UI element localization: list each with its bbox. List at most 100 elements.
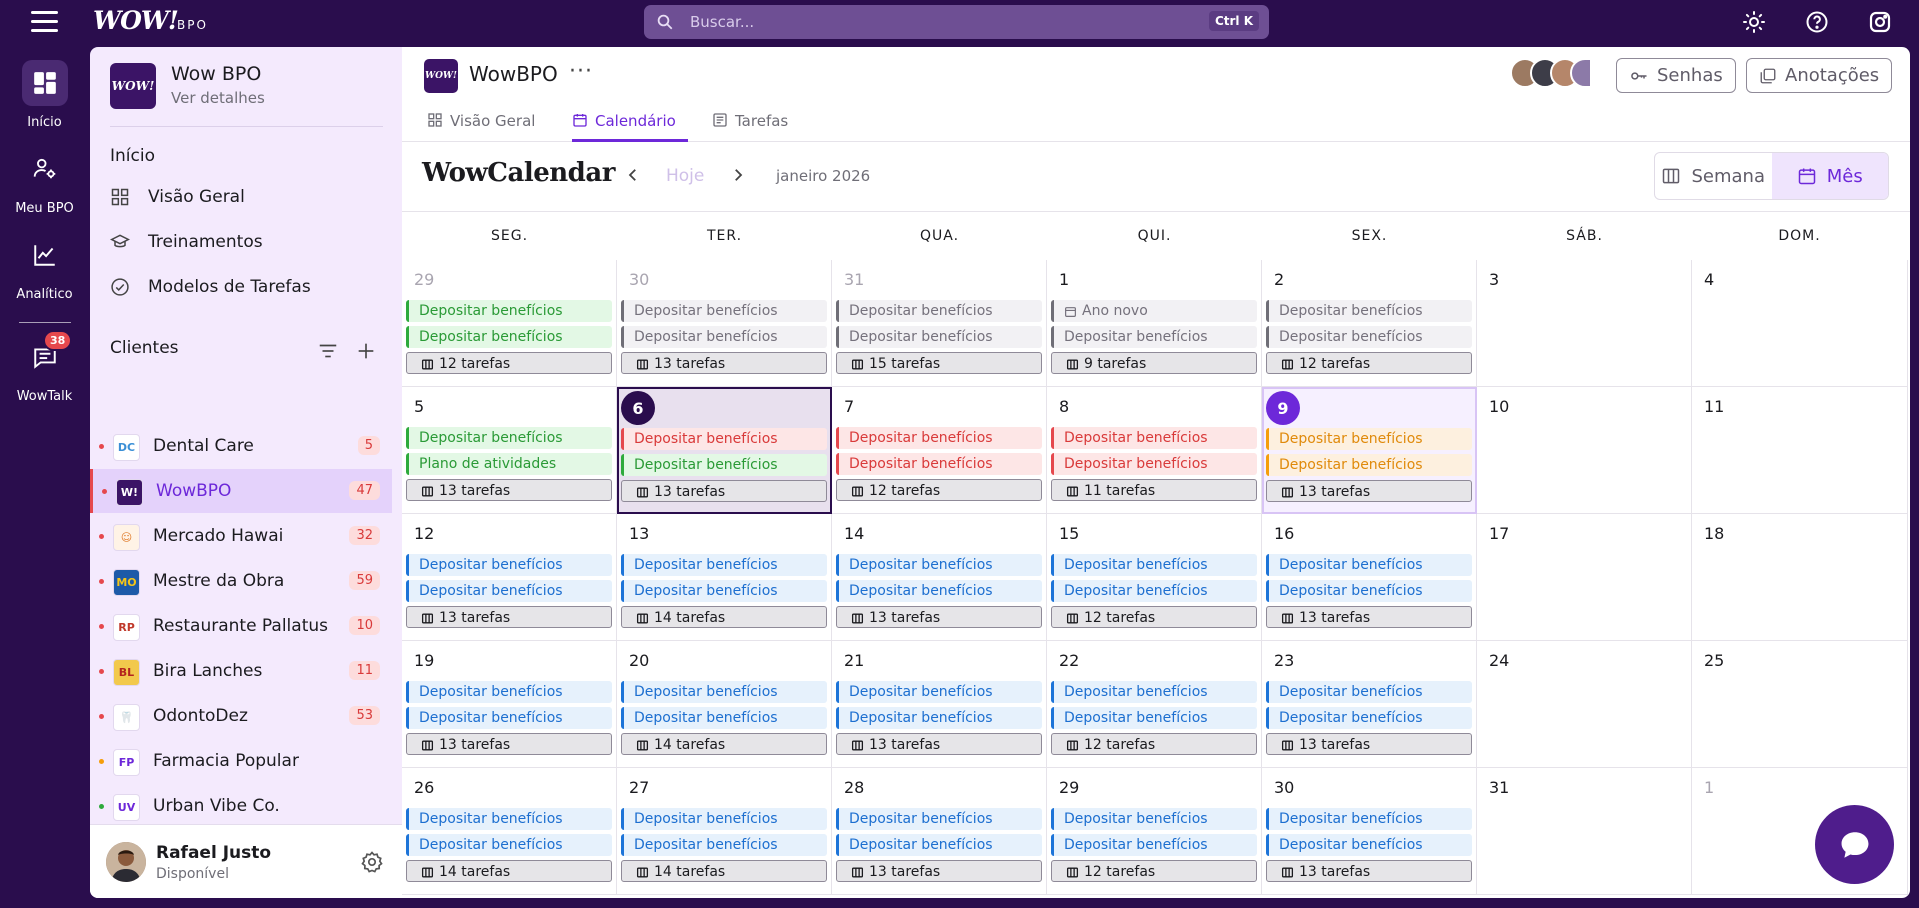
client-item[interactable]: UV Urban Vibe Co. bbox=[90, 784, 392, 828]
instagram-icon[interactable] bbox=[1868, 10, 1892, 34]
client-item[interactable]: BL Bira Lanches 11 bbox=[90, 649, 392, 693]
day-cell[interactable]: 15 Depositar benefícios Depositar benefíci… bbox=[1047, 514, 1262, 641]
calendar-event[interactable]: Depositar benefícios bbox=[1051, 834, 1257, 856]
day-cell[interactable]: 28 Depositar benefícios Depositar benefíci… bbox=[832, 768, 1047, 895]
rail-item-wowtalk[interactable]: WowTalk 38 bbox=[0, 330, 89, 404]
user-panel[interactable]: Rafael Justo Disponível bbox=[90, 824, 402, 898]
day-cell[interactable]: 9 Depositar benefícios Depositar benefício… bbox=[1262, 387, 1477, 514]
calendar-event[interactable]: Depositar benefícios bbox=[406, 681, 612, 703]
holiday-event[interactable]: Ano novo bbox=[1051, 300, 1257, 322]
task-count-chip[interactable]: 12 tarefas bbox=[1051, 733, 1257, 755]
task-count-chip[interactable]: 14 tarefas bbox=[406, 860, 612, 882]
calendar-event[interactable]: Depositar benefícios bbox=[1051, 326, 1257, 348]
calendar-event[interactable]: Depositar benefícios bbox=[836, 681, 1042, 703]
calendar-event[interactable]: Depositar benefícios bbox=[1266, 454, 1472, 476]
calendar-event[interactable]: Depositar benefícios bbox=[836, 580, 1042, 602]
client-item[interactable]: ☺ Mercado Hawai 32 bbox=[90, 514, 392, 558]
calendar-event[interactable]: Depositar benefícios bbox=[1051, 427, 1257, 449]
day-cell[interactable]: 29 Depositar benefícios Depositar benefíci… bbox=[1047, 768, 1262, 895]
calendar-event[interactable]: Depositar benefícios bbox=[621, 834, 827, 856]
day-cell[interactable]: 8 Depositar benefícios Depositar benefício… bbox=[1047, 387, 1262, 514]
calendar-event[interactable]: Depositar benefícios bbox=[1266, 580, 1472, 602]
chevron-left-icon[interactable] bbox=[624, 166, 642, 184]
chat-fab-button[interactable] bbox=[1815, 805, 1894, 884]
calendar-event[interactable]: Depositar benefícios bbox=[621, 580, 827, 602]
day-cell[interactable]: 14 Depositar benefícios Depositar benefíci… bbox=[832, 514, 1047, 641]
calendar-event[interactable]: Depositar benefícios bbox=[1051, 707, 1257, 729]
day-cell[interactable]: 2 Depositar benefícios Depositar benefício… bbox=[1262, 260, 1477, 387]
calendar-event[interactable]: Depositar benefícios bbox=[836, 427, 1042, 449]
day-cell[interactable]: 26 Depositar benefícios Depositar benefíci… bbox=[402, 768, 617, 895]
day-cell[interactable]: 21 Depositar benefícios Depositar benefíci… bbox=[832, 641, 1047, 768]
client-item[interactable]: W! WowBPO 47 bbox=[90, 469, 392, 513]
day-cell[interactable]: 6 Depositar benefícios Depositar benefício… bbox=[617, 387, 832, 514]
task-count-chip[interactable]: 14 tarefas bbox=[621, 733, 827, 755]
calendar-event[interactable]: Depositar benefícios bbox=[836, 808, 1042, 830]
search-input[interactable]: Buscar... Ctrl K bbox=[644, 5, 1269, 39]
calendar-event[interactable]: Depositar benefícios bbox=[1266, 834, 1472, 856]
client-item[interactable]: DC Dental Care 5 bbox=[90, 424, 392, 468]
more-options-icon[interactable]: ··· bbox=[569, 59, 593, 84]
calendar-event[interactable]: Depositar benefícios bbox=[836, 300, 1042, 322]
task-count-chip[interactable]: 12 tarefas bbox=[1051, 860, 1257, 882]
rail-item-inicio[interactable]: Início bbox=[0, 60, 89, 130]
calendar-event[interactable]: Depositar benefícios bbox=[621, 681, 827, 703]
day-cell[interactable]: 30 Depositar benefícios Depositar benefíci… bbox=[617, 260, 832, 387]
task-count-chip[interactable]: 12 tarefas bbox=[406, 352, 612, 374]
sort-icon[interactable] bbox=[317, 340, 339, 362]
senhas-button[interactable]: Senhas bbox=[1616, 58, 1736, 93]
calendar-event[interactable]: Depositar benefícios bbox=[1051, 554, 1257, 576]
calendar-event[interactable]: Depositar benefícios bbox=[406, 808, 612, 830]
calendar-event[interactable]: Depositar benefícios bbox=[836, 554, 1042, 576]
calendar-event[interactable]: Depositar benefícios bbox=[621, 554, 827, 576]
task-count-chip[interactable]: 13 tarefas bbox=[836, 733, 1042, 755]
task-count-chip[interactable]: 13 tarefas bbox=[836, 860, 1042, 882]
rail-item-analitico[interactable]: Analítico bbox=[0, 232, 89, 302]
task-count-chip[interactable]: 15 tarefas bbox=[836, 352, 1042, 374]
task-count-chip[interactable]: 13 tarefas bbox=[1266, 860, 1472, 882]
add-icon[interactable] bbox=[355, 340, 377, 362]
task-count-chip[interactable]: 12 tarefas bbox=[1051, 606, 1257, 628]
calendar-event[interactable]: Depositar benefícios bbox=[621, 428, 827, 450]
calendar-event[interactable]: Depositar benefícios bbox=[406, 580, 612, 602]
day-cell[interactable]: 18 bbox=[1692, 514, 1908, 641]
task-count-chip[interactable]: 11 tarefas bbox=[1051, 479, 1257, 501]
nav-modelos-tarefas[interactable]: Modelos de Tarefas bbox=[110, 271, 390, 305]
calendar-event[interactable]: Depositar benefícios bbox=[1051, 808, 1257, 830]
day-cell[interactable]: 23 Depositar benefícios Depositar benefíci… bbox=[1262, 641, 1477, 768]
task-count-chip[interactable]: 13 tarefas bbox=[1266, 480, 1472, 502]
tab-calendario[interactable]: Calendário bbox=[572, 109, 688, 142]
calendar-event[interactable]: Depositar benefícios bbox=[406, 300, 612, 322]
workspace-details-link[interactable]: Ver detalhes bbox=[171, 89, 265, 107]
day-cell[interactable]: 22 Depositar benefícios Depositar benefíci… bbox=[1047, 641, 1262, 768]
calendar-event[interactable]: Depositar benefícios bbox=[1266, 300, 1472, 322]
calendar-event[interactable]: Depositar benefícios bbox=[621, 808, 827, 830]
day-cell[interactable]: 20 Depositar benefícios Depositar benefíci… bbox=[617, 641, 832, 768]
day-cell[interactable]: 13 Depositar benefícios Depositar benefíci… bbox=[617, 514, 832, 641]
calendar-event[interactable]: Depositar benefícios bbox=[836, 707, 1042, 729]
calendar-event[interactable]: Depositar benefícios bbox=[406, 707, 612, 729]
task-count-chip[interactable]: 13 tarefas bbox=[621, 480, 827, 502]
calendar-event[interactable]: Depositar benefícios bbox=[406, 326, 612, 348]
calendar-event[interactable]: Depositar benefícios bbox=[1266, 707, 1472, 729]
month-view-button[interactable]: Mês bbox=[1771, 153, 1888, 199]
sun-icon[interactable] bbox=[1742, 10, 1766, 34]
task-count-chip[interactable]: 12 tarefas bbox=[836, 479, 1042, 501]
calendar-event[interactable]: Depositar benefícios bbox=[1051, 580, 1257, 602]
day-cell[interactable]: 12 Depositar benefícios Depositar benefíci… bbox=[402, 514, 617, 641]
calendar-event[interactable]: Depositar benefícios bbox=[621, 454, 827, 476]
day-cell[interactable]: 19 Depositar benefícios Depositar benefíci… bbox=[402, 641, 617, 768]
client-item[interactable]: 🦷 OdontoDez 53 bbox=[90, 694, 392, 738]
task-count-chip[interactable]: 13 tarefas bbox=[1266, 606, 1472, 628]
day-cell[interactable]: 4 bbox=[1692, 260, 1908, 387]
calendar-event[interactable]: Depositar benefícios bbox=[1266, 681, 1472, 703]
task-count-chip[interactable]: 9 tarefas bbox=[1051, 352, 1257, 374]
anotacoes-button[interactable]: Anotações bbox=[1746, 58, 1893, 93]
calendar-event[interactable]: Depositar benefícios bbox=[621, 326, 827, 348]
client-item[interactable]: MO Mestre da Obra 59 bbox=[90, 559, 392, 603]
chevron-right-icon[interactable] bbox=[729, 166, 747, 184]
help-icon[interactable] bbox=[1805, 10, 1829, 34]
nav-visao-geral[interactable]: Visão Geral bbox=[110, 181, 390, 215]
tab-visao-geral[interactable]: Visão Geral bbox=[427, 109, 539, 142]
calendar-event[interactable]: Depositar benefícios bbox=[836, 326, 1042, 348]
